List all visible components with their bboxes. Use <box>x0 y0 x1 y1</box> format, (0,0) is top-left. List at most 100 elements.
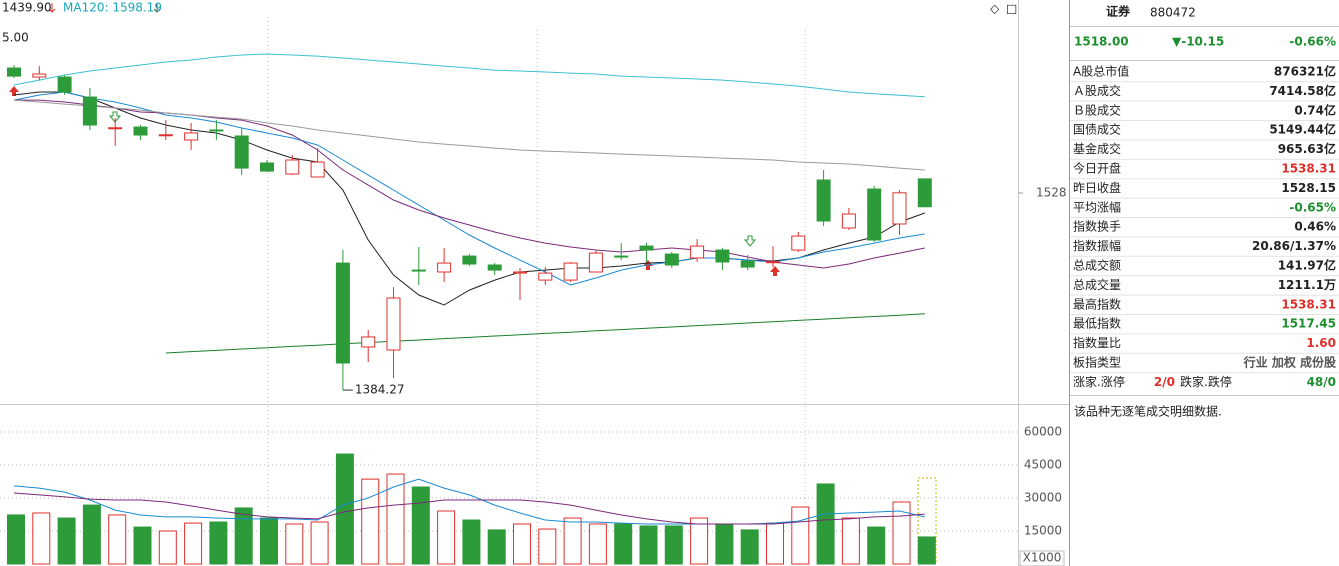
volume-bar <box>32 512 51 565</box>
volume-bar <box>487 529 506 565</box>
buy-arrow <box>770 266 780 276</box>
volume-bar <box>791 506 810 565</box>
volume-ma-line <box>13 478 925 525</box>
candle-body <box>462 255 477 265</box>
breadth-value: 2/0 <box>1154 375 1175 389</box>
candle-body <box>260 162 274 172</box>
candle-body <box>184 132 199 141</box>
volume-bar <box>766 522 784 565</box>
volume-bar <box>310 521 329 565</box>
row-label: 总成交额 <box>1073 258 1121 273</box>
candle-body <box>639 245 654 251</box>
buy-arrow <box>9 86 19 96</box>
row-value: 0.74亿 <box>1294 102 1336 117</box>
row-value: -0.65% <box>1289 200 1336 214</box>
volume-bar <box>513 523 531 565</box>
row-value: 1517.45 <box>1281 317 1336 331</box>
arrow-icon <box>153 3 161 13</box>
row-label: 平均涨幅 <box>1073 199 1121 214</box>
candle-body <box>285 159 300 175</box>
candle-body <box>386 297 401 351</box>
ma-line <box>14 99 925 269</box>
candle-body <box>158 134 173 137</box>
change-pct: -0.66% <box>1289 35 1336 49</box>
row-label: 最低指数 <box>1073 316 1121 331</box>
volume-bar <box>260 517 278 565</box>
sell-arrow <box>743 235 757 247</box>
volume-bar <box>7 514 25 565</box>
volume-bar <box>386 473 405 565</box>
row-value: 1.60 <box>1306 336 1336 350</box>
row-value: 7414.58亿 <box>1269 83 1336 98</box>
candle-body <box>411 269 426 272</box>
volume-bar <box>462 519 481 565</box>
y-tick-label: 60000 <box>1024 425 1062 439</box>
volume-bar <box>639 525 658 565</box>
candle-body <box>335 262 350 364</box>
icon[interactable]: ◇ <box>990 2 1000 16</box>
note: 该品种无逐笔成交明细数据. <box>1074 404 1222 419</box>
volume-bar <box>563 517 582 565</box>
candle-body <box>588 252 603 273</box>
ma-line <box>13 99 925 171</box>
volume-ma-line <box>13 492 925 525</box>
row-label: 指数换手 <box>1073 219 1121 234</box>
candle-body <box>538 272 553 281</box>
candle-body <box>234 135 249 169</box>
volume-bar <box>158 530 177 565</box>
low-label: 1384.27 <box>355 383 405 397</box>
row-value: 0.46% <box>1294 220 1336 234</box>
candle-body <box>7 67 21 77</box>
axis-top-label: 5.00 <box>2 31 29 45</box>
arrow-icon <box>48 3 56 13</box>
candle-body <box>513 271 527 274</box>
row-label: Ｂ股成交 <box>1073 102 1121 117</box>
row-value: 1528.15 <box>1281 181 1336 195</box>
candle-body <box>715 249 730 263</box>
volume-bar <box>715 523 734 565</box>
candle-body <box>82 96 97 126</box>
ma-line <box>13 53 925 98</box>
row-label: A股总市值 <box>1073 64 1129 79</box>
candle-body <box>892 192 907 225</box>
row-label: 国债成交 <box>1073 122 1121 137</box>
volume-bar <box>614 523 633 565</box>
candle-body <box>437 262 452 273</box>
volume-bar <box>437 510 456 565</box>
price: 1518.00 <box>1074 35 1129 49</box>
candle-body <box>740 260 755 268</box>
volume-bar <box>816 483 835 565</box>
volume-bar <box>690 517 709 565</box>
row-value: 20.86/1.37% <box>1252 239 1336 253</box>
icon[interactable]: □ <box>1006 2 1017 16</box>
y-tick-label: 45000 <box>1024 458 1062 472</box>
candle-body <box>917 178 932 208</box>
volume-bar <box>335 453 354 565</box>
ma-long-label: 1439.90 <box>2 1 52 15</box>
candle-body <box>209 129 224 132</box>
ma-line <box>13 91 925 306</box>
volume-bar <box>184 522 203 565</box>
row-value: 1538.31 <box>1281 162 1336 176</box>
row-label: Ａ股成交 <box>1073 83 1121 98</box>
row-label: 昨日收盘 <box>1073 180 1121 195</box>
row-value: 876321亿 <box>1274 64 1336 79</box>
candle-body <box>816 179 831 222</box>
y-tick-label: 1528 <box>1036 186 1067 200</box>
row-value: 965.63亿 <box>1278 141 1336 156</box>
row-value: 1211.1万 <box>1278 278 1336 292</box>
volume-bar <box>892 501 911 565</box>
breadth-label: 跌家.跌停 <box>1180 374 1232 389</box>
y-tick-label: 30000 <box>1024 491 1062 505</box>
candle-body <box>841 213 856 229</box>
candle-body <box>766 261 780 264</box>
breadth-value: 48/0 <box>1307 375 1336 389</box>
volume-bar <box>108 514 127 565</box>
row-value: 5149.44亿 <box>1269 122 1336 137</box>
candle-body <box>487 264 502 271</box>
row-label: 最高指数 <box>1073 296 1121 311</box>
sell-arrow <box>108 111 122 123</box>
volume-bar <box>588 523 607 565</box>
volume-bar <box>82 504 101 565</box>
